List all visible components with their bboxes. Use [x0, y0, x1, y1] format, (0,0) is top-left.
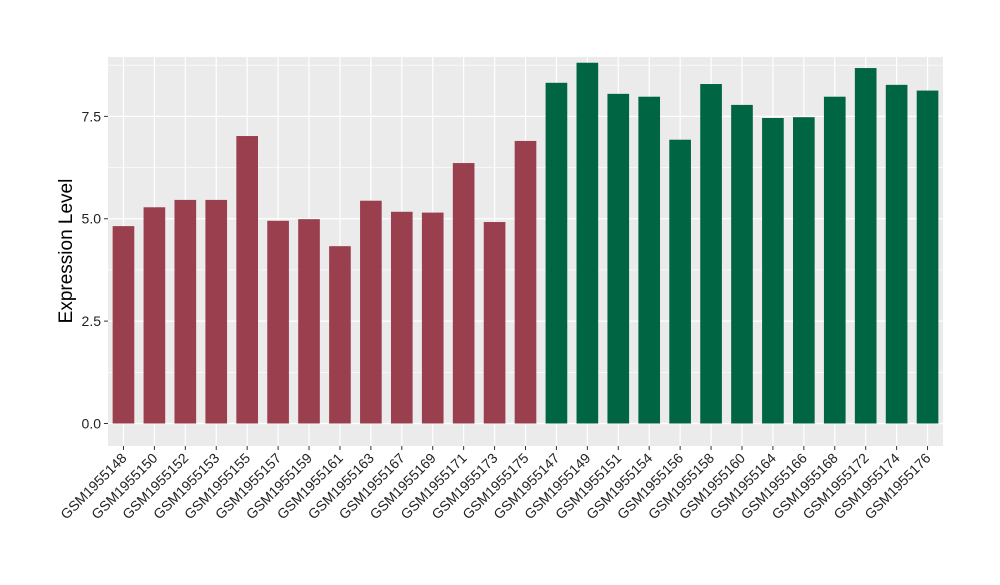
bar-GSM1955161 — [329, 246, 351, 424]
bar-GSM1955163 — [360, 200, 382, 424]
bar-GSM1955174 — [885, 84, 908, 424]
bars — [112, 62, 939, 424]
bar-GSM1955169 — [421, 212, 444, 424]
bar-GSM1955167 — [390, 211, 413, 424]
y-tick-label: 0.0 — [82, 415, 102, 431]
x-axis: GSM1955148GSM1955150GSM1955152GSM1955153… — [57, 446, 934, 522]
bar-GSM1955154 — [638, 96, 661, 424]
bar-GSM1955147 — [545, 82, 568, 424]
bar-GSM1955157 — [267, 220, 289, 424]
bar-GSM1955151 — [607, 93, 630, 424]
bar-GSM1955168 — [823, 96, 846, 424]
bar-GSM1955159 — [298, 219, 320, 424]
bar-GSM1955176 — [916, 90, 939, 424]
bar-GSM1955150 — [143, 207, 166, 424]
bar-GSM1955149 — [576, 62, 599, 424]
y-axis: 0.0 2.5 5.0 7.5 — [82, 108, 108, 431]
bar-GSM1955172 — [854, 68, 877, 424]
y-tick-label: 7.5 — [82, 108, 102, 124]
bar-GSM1955160 — [731, 104, 753, 424]
bar-GSM1955171 — [452, 163, 475, 424]
bar-GSM1955158 — [700, 84, 722, 424]
bar-GSM1955164 — [762, 118, 784, 424]
bar-GSM1955155 — [236, 136, 258, 424]
bar-GSM1955175 — [514, 140, 537, 424]
bar-GSM1955173 — [483, 222, 506, 424]
bar-GSM1955156 — [669, 139, 691, 424]
bar-GSM1955153 — [205, 199, 228, 424]
y-axis-label: Expression Level — [56, 179, 77, 324]
bar-GSM1955148 — [112, 226, 135, 424]
y-tick-label: 2.5 — [82, 313, 102, 329]
y-tick-label: 5.0 — [82, 211, 102, 227]
bar-GSM1955166 — [793, 117, 815, 424]
bar-GSM1955152 — [174, 199, 197, 424]
